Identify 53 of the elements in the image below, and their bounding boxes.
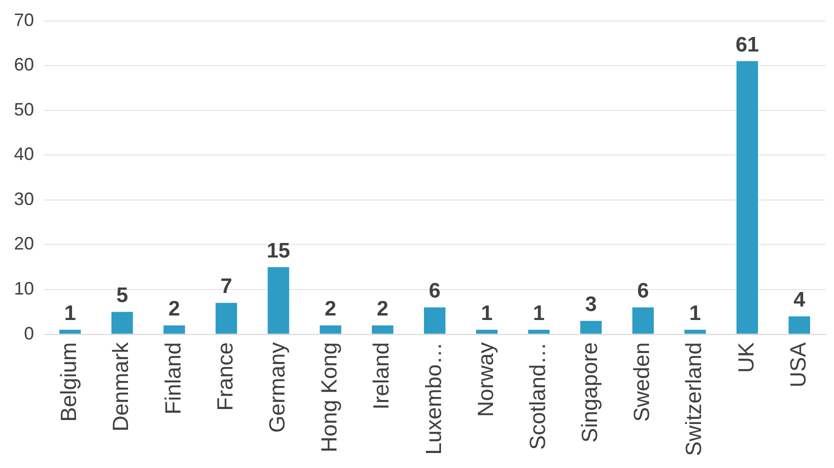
x-tick-label: Norway [472, 342, 498, 417]
bar [424, 307, 446, 334]
data-label: 1 [480, 302, 493, 326]
x-tick-label: Switzerland [681, 342, 706, 456]
data-label: 5 [116, 284, 128, 308]
bar [788, 316, 810, 334]
x-tick-label: Belgium [56, 342, 82, 422]
data-label: 3 [585, 293, 597, 316]
x-tick-label: Hong Kong [316, 342, 342, 452]
bar [632, 307, 654, 334]
x-tick-label: Finland [160, 342, 186, 414]
y-tick-label: 10 [14, 278, 34, 298]
data-label: 15 [266, 239, 290, 262]
bar [216, 302, 238, 334]
data-label: 7 [220, 275, 232, 298]
data-label: 1 [533, 302, 546, 326]
data-label: 1 [689, 302, 702, 326]
y-tick-label: 60 [14, 54, 34, 75]
y-tick-label: 30 [14, 188, 34, 209]
x-tick-label: Luxembo… [420, 342, 446, 455]
x-tick-label: Denmark [108, 341, 134, 432]
bar [580, 320, 602, 334]
y-tick-label: 50 [14, 99, 34, 120]
x-tick-label: France [212, 342, 238, 411]
data-label: 4 [793, 288, 806, 312]
data-label: 61 [736, 33, 760, 56]
bar [372, 325, 394, 334]
x-tick-label: Germany [264, 342, 290, 433]
data-label: 2 [376, 298, 388, 321]
y-tick-label: 70 [14, 10, 34, 30]
x-tick-label: USA [785, 342, 810, 388]
bar [268, 267, 290, 334]
data-label: 2 [324, 298, 336, 321]
bar [528, 330, 550, 334]
data-label: 2 [168, 298, 180, 321]
bar [59, 330, 81, 334]
data-label: 1 [64, 302, 76, 326]
data-label: 6 [637, 280, 649, 303]
x-tick-label: UK [733, 342, 758, 373]
bar [164, 325, 185, 334]
y-tick-label: 0 [24, 323, 34, 344]
x-tick-label: Singapore [577, 342, 602, 443]
bar [684, 330, 706, 334]
bar [476, 330, 498, 334]
x-tick-label: Ireland [368, 342, 394, 410]
data-label: 6 [428, 280, 441, 303]
x-tick-label: Sweden [629, 342, 654, 422]
bar [111, 312, 133, 334]
bar [736, 61, 758, 334]
bar [320, 325, 342, 334]
x-tick-label: Scotland… [524, 342, 550, 450]
y-tick-label: 20 [14, 234, 34, 254]
y-tick-label: 40 [14, 144, 34, 164]
